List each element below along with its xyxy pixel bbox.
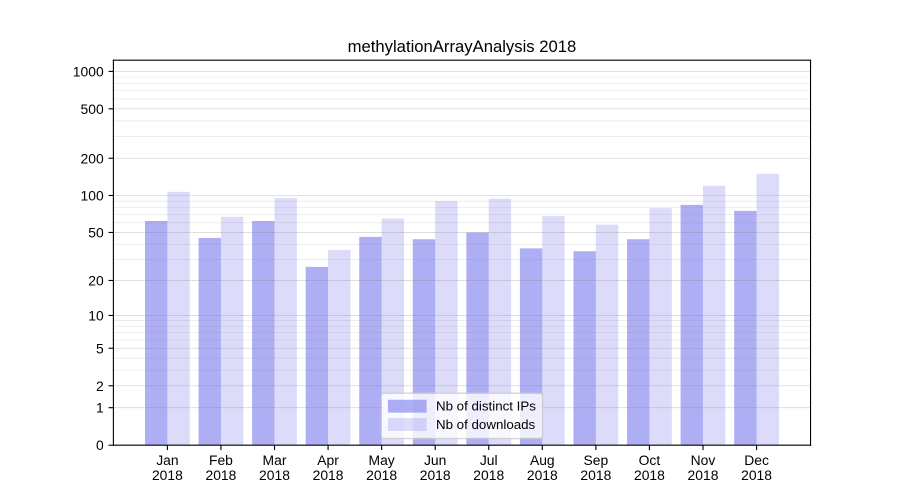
svg-text:Oct: Oct [639,452,661,468]
svg-text:Apr: Apr [317,452,339,468]
svg-text:2018: 2018 [688,467,719,483]
svg-text:2018: 2018 [259,467,290,483]
svg-text:2018: 2018 [527,467,558,483]
svg-text:200: 200 [81,150,104,166]
svg-text:Nov: Nov [691,452,716,468]
svg-text:2: 2 [96,378,104,394]
svg-text:2018: 2018 [420,467,451,483]
svg-text:2018: 2018 [366,467,397,483]
svg-text:2018: 2018 [580,467,611,483]
svg-text:Dec: Dec [744,452,769,468]
svg-text:2018: 2018 [634,467,665,483]
svg-text:Sep: Sep [584,452,609,468]
svg-text:50: 50 [88,224,104,240]
svg-text:Jan: Jan [156,452,178,468]
svg-text:Mar: Mar [263,452,287,468]
svg-text:Nb of distinct IPs: Nb of distinct IPs [436,399,536,414]
svg-text:May: May [369,452,395,468]
svg-text:2018: 2018 [741,467,772,483]
svg-text:20: 20 [88,273,104,289]
svg-text:2018: 2018 [152,467,183,483]
svg-text:methylationArrayAnalysis 2018: methylationArrayAnalysis 2018 [348,37,577,56]
svg-text:2018: 2018 [313,467,344,483]
svg-text:Aug: Aug [530,452,555,468]
svg-text:Nb of downloads: Nb of downloads [436,417,536,432]
svg-text:5: 5 [96,340,104,356]
svg-text:2018: 2018 [206,467,237,483]
svg-text:1: 1 [96,400,104,416]
svg-text:0: 0 [96,437,104,453]
svg-text:500: 500 [81,101,104,117]
svg-text:10: 10 [88,307,104,323]
svg-text:Jun: Jun [424,452,446,468]
svg-text:Feb: Feb [209,452,233,468]
svg-text:100: 100 [81,188,104,204]
svg-text:2018: 2018 [473,467,504,483]
svg-text:Jul: Jul [480,452,498,468]
svg-text:1000: 1000 [73,63,104,79]
